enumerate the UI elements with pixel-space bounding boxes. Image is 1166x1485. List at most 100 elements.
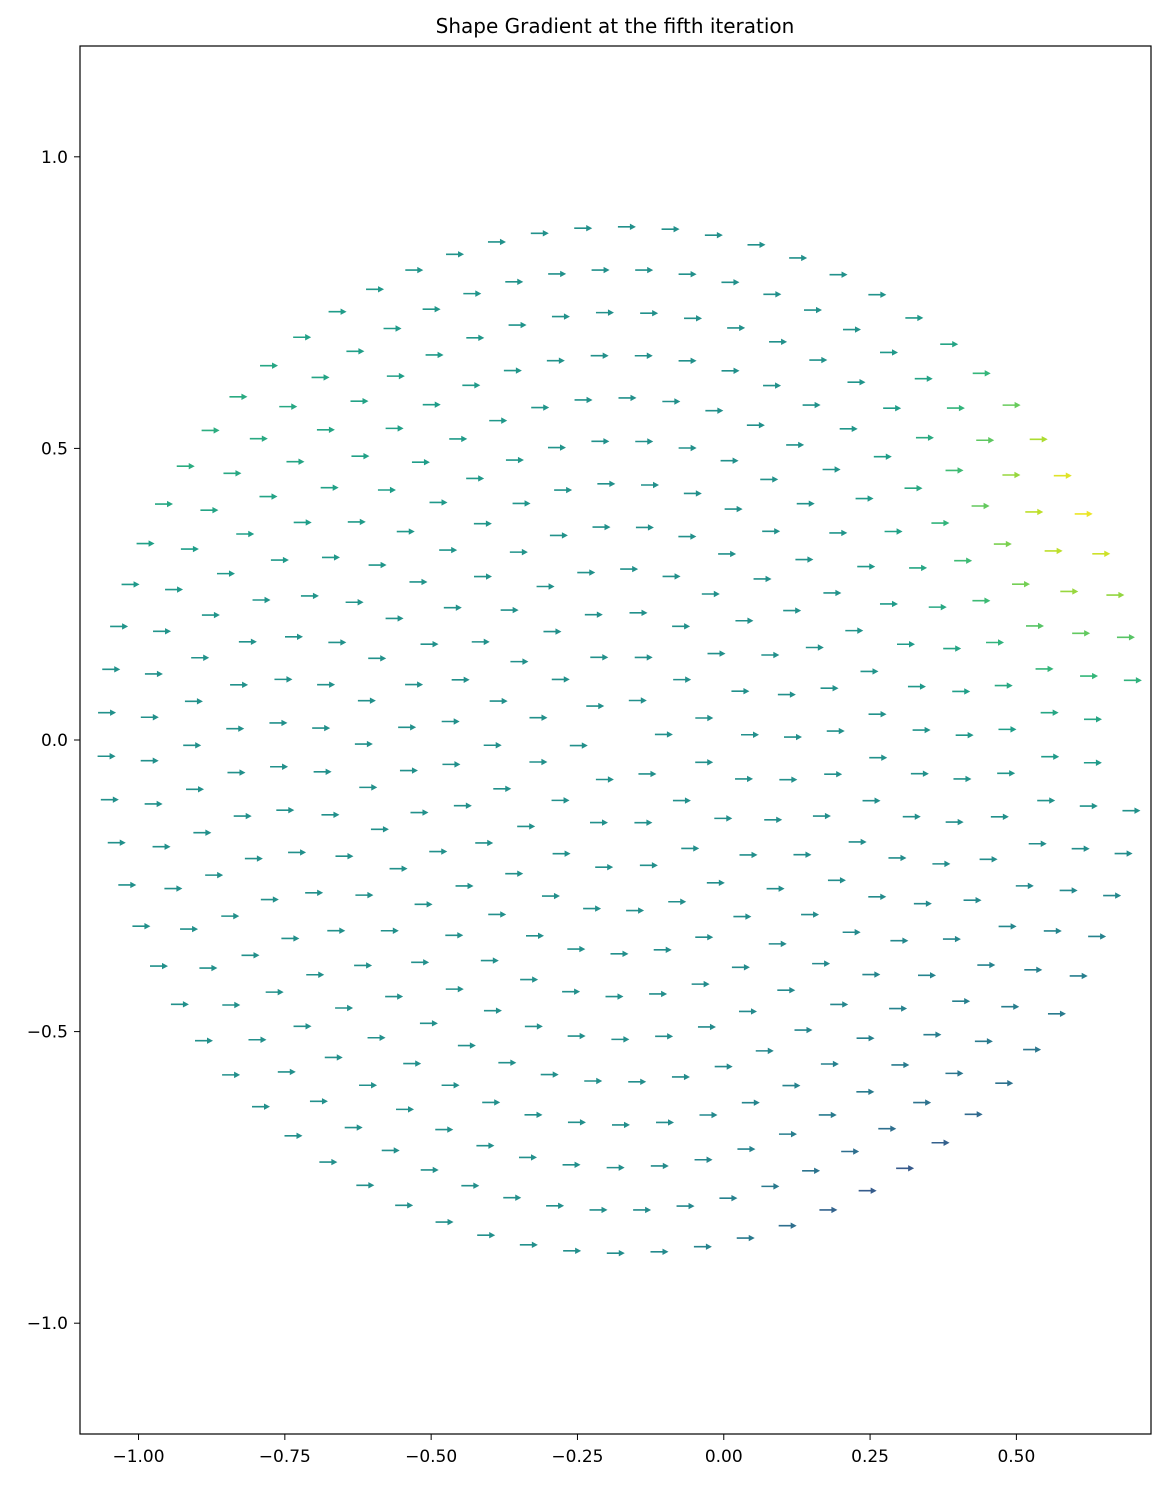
y-tick-label: 0.0 — [41, 731, 68, 751]
vector-arrow — [200, 506, 219, 514]
vector-arrow — [737, 1145, 756, 1153]
vector-arrow — [441, 1082, 460, 1089]
vector-arrow — [183, 742, 202, 749]
vector-arrow — [795, 556, 814, 563]
vector-arrow — [584, 611, 603, 618]
vector-arrow — [856, 1035, 875, 1042]
vector-arrow — [180, 925, 199, 933]
vector-arrow — [389, 865, 408, 872]
vector-arrow — [351, 452, 370, 460]
vector-arrow — [359, 784, 378, 791]
vector-arrow — [848, 838, 867, 846]
vector-arrow — [972, 597, 991, 604]
vector-arrow — [140, 757, 159, 764]
vector-arrow — [796, 500, 815, 507]
vector-arrow — [1047, 1010, 1066, 1017]
vector-arrow — [270, 763, 289, 770]
vector-arrow — [493, 785, 512, 792]
vector-arrow — [802, 1167, 821, 1174]
vector-arrow — [826, 727, 845, 735]
vector-arrow — [144, 670, 163, 678]
vector-arrow — [517, 823, 536, 830]
vector-arrow — [309, 1098, 328, 1105]
vector-arrow — [706, 879, 725, 887]
vector-arrow — [829, 271, 848, 278]
vector-arrow — [1072, 630, 1091, 637]
vector-arrow — [979, 856, 998, 863]
vector-arrow — [856, 1088, 875, 1096]
vector-arrow — [429, 499, 448, 506]
vector-arrow — [530, 230, 549, 237]
vector-arrow — [736, 1234, 755, 1242]
vector-arrow — [410, 809, 429, 816]
vector-arrow — [562, 1161, 581, 1168]
vector-arrow — [194, 1037, 213, 1044]
vector-arrow — [1035, 665, 1054, 673]
vector-arrow — [827, 877, 846, 884]
vector-arrow — [409, 578, 428, 586]
x-axis: −1.00 −0.75 −0.50 −0.25 0.00 0.25 0.50 — [112, 1434, 1035, 1467]
vector-arrow — [769, 338, 788, 346]
vector-arrow — [793, 851, 812, 858]
vector-arrow — [896, 1165, 915, 1172]
vector-arrow — [281, 935, 300, 942]
vector-arrow — [385, 993, 404, 1000]
vector-arrow — [733, 913, 752, 920]
vector-arrow — [552, 850, 571, 857]
vector-arrow — [524, 1111, 543, 1119]
vector-arrow — [1029, 436, 1048, 443]
vector-arrow — [611, 1036, 630, 1043]
vector-arrow — [763, 291, 782, 298]
vector-arrow — [473, 520, 492, 527]
vector-arrow — [684, 315, 703, 322]
vector-arrow — [678, 444, 697, 452]
vector-arrow — [201, 611, 220, 619]
vector-arrow — [678, 533, 697, 540]
vector-arrow — [918, 972, 937, 979]
vector-arrow — [766, 885, 785, 892]
vector-arrow — [441, 718, 460, 725]
vector-arrow — [293, 334, 312, 341]
vector-arrow — [248, 1036, 267, 1043]
vector-arrow — [335, 1004, 354, 1012]
vector-arrow — [429, 848, 448, 855]
vector-arrow — [411, 458, 430, 466]
vector-arrow — [153, 628, 172, 635]
vector-arrow — [914, 375, 933, 382]
vector-arrow — [823, 589, 842, 597]
vector-arrow — [741, 1099, 760, 1106]
vector-arrow — [503, 367, 522, 374]
vector-arrow — [672, 797, 691, 804]
vector-arrow — [650, 1162, 669, 1170]
vector-arrow — [536, 583, 555, 590]
vector-arrow — [567, 1032, 586, 1040]
vector-arrow — [305, 889, 324, 897]
vector-arrow — [1059, 887, 1078, 894]
vector-arrow — [656, 1119, 675, 1126]
vector-arrow — [164, 885, 183, 892]
vector-arrow — [1123, 677, 1142, 684]
vector-arrow — [1002, 471, 1021, 479]
vector-arrow — [422, 306, 441, 313]
vector-arrow — [977, 961, 996, 969]
vector-arrow — [678, 357, 697, 364]
vector-arrow — [184, 698, 203, 705]
vector-arrow — [993, 540, 1012, 548]
vector-arrow — [805, 644, 824, 651]
vector-arrow — [891, 1061, 910, 1069]
x-tick-label: −1.00 — [112, 1447, 164, 1467]
vector-arrow — [945, 1070, 964, 1077]
vector-arrow — [288, 849, 307, 856]
vector-arrow — [569, 742, 588, 749]
vector-arrow — [567, 945, 586, 953]
vector-arrow — [251, 1103, 270, 1110]
vector-arrow — [110, 623, 129, 630]
vector-arrow — [655, 1033, 674, 1040]
vector-arrow — [913, 1099, 932, 1106]
vector-arrow — [222, 1071, 241, 1079]
vector-arrow — [457, 1042, 476, 1049]
vector-arrow — [695, 759, 714, 766]
vector-arrow — [260, 362, 279, 369]
vector-arrow — [662, 398, 681, 405]
